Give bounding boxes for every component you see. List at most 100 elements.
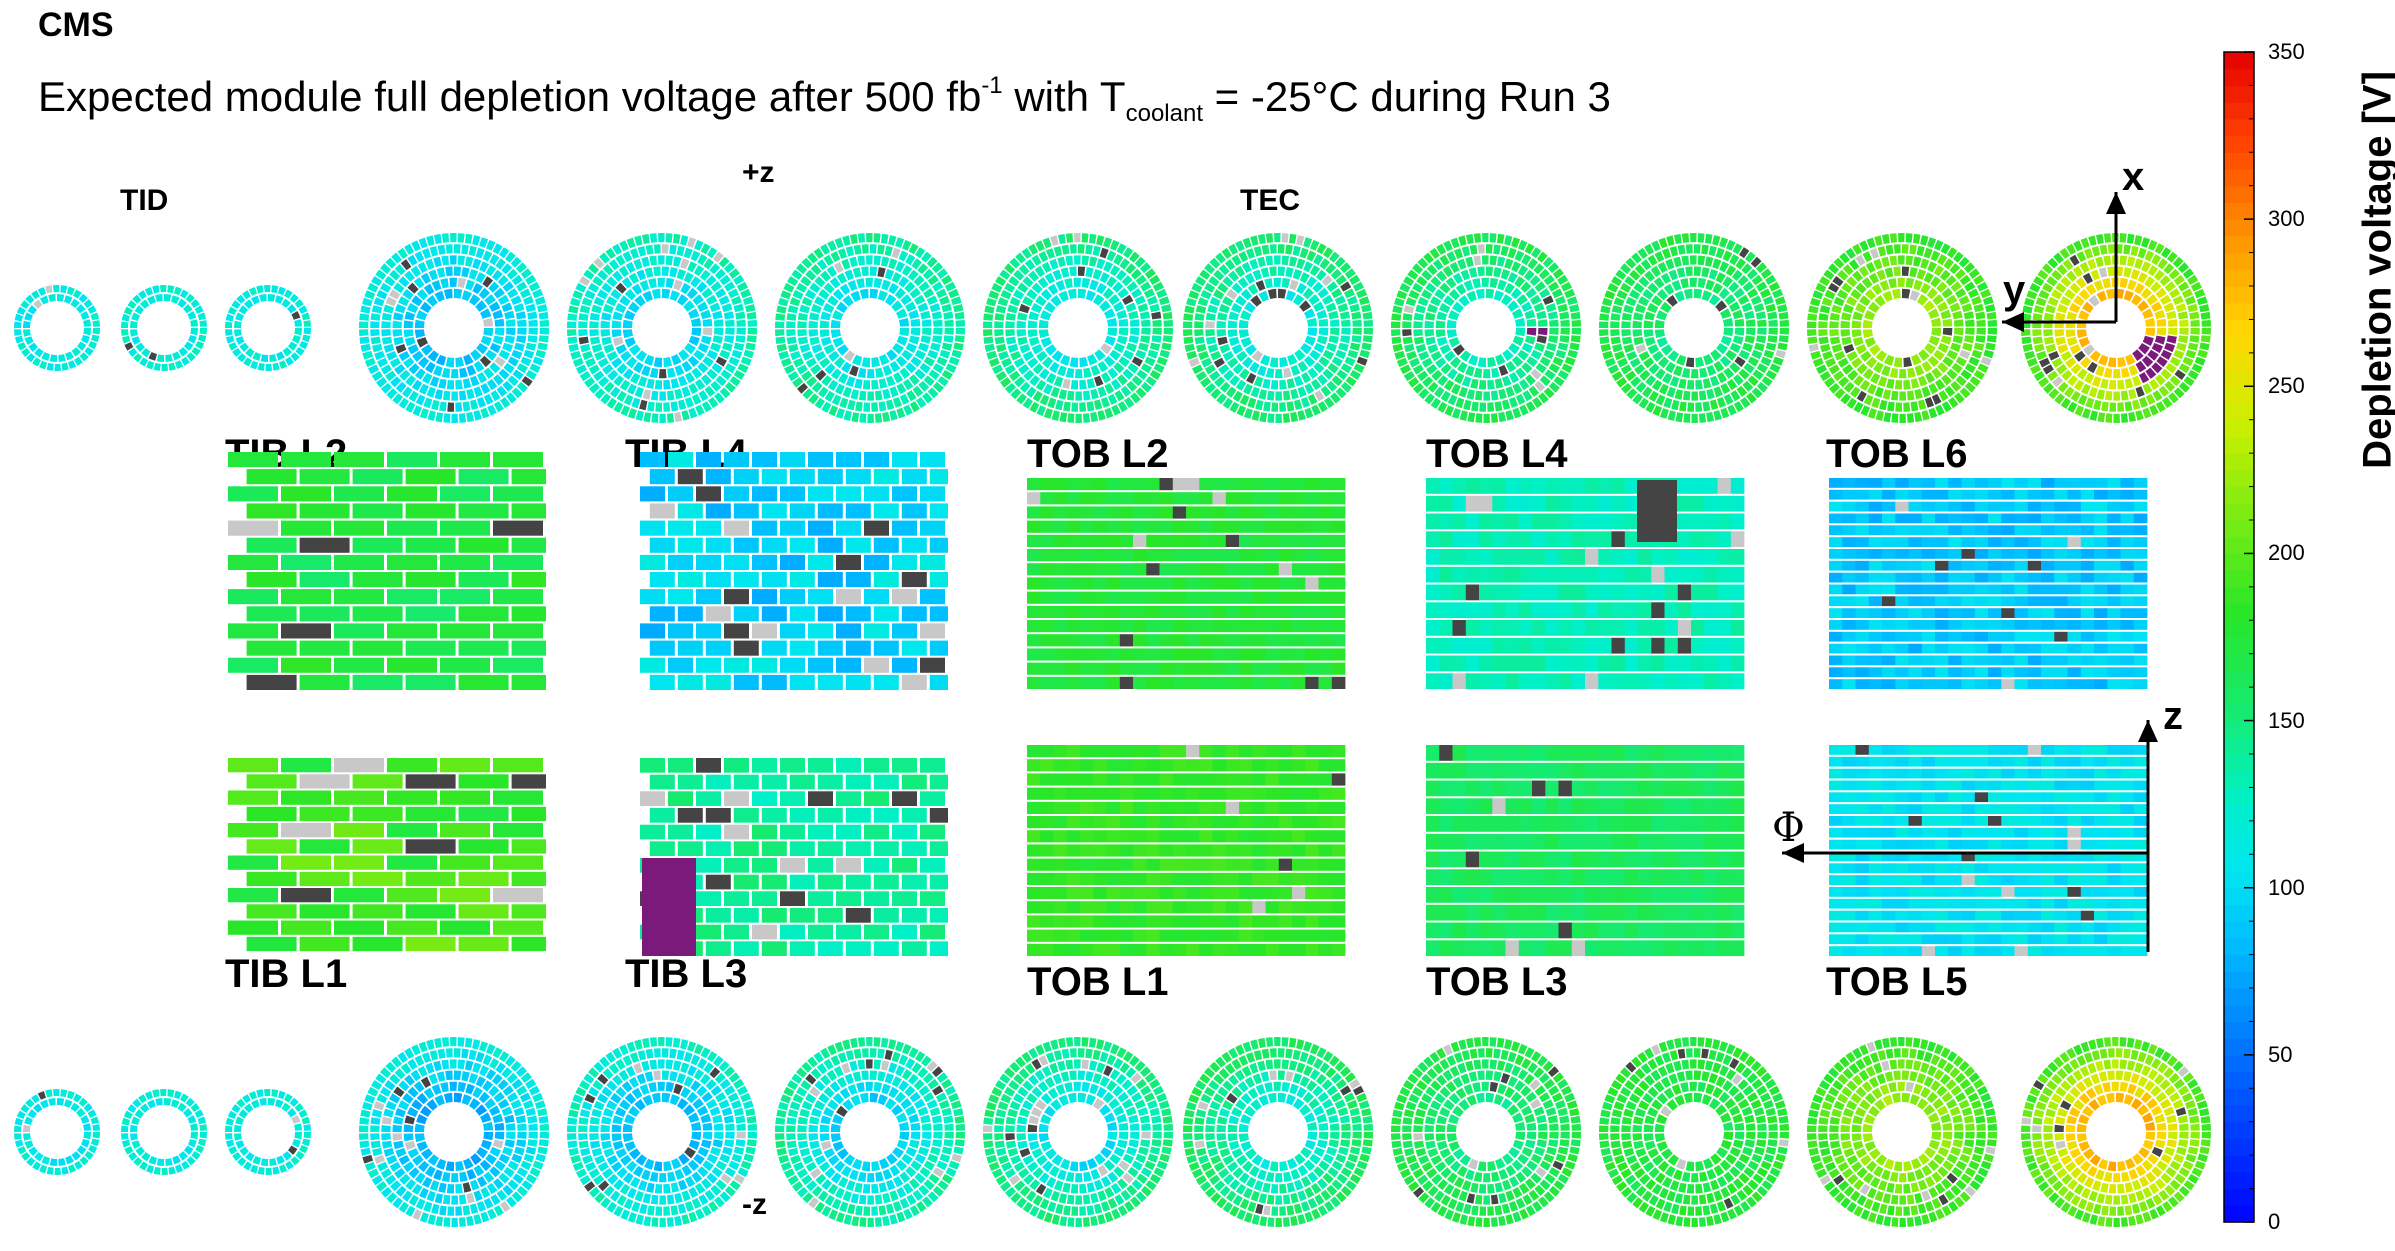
tec-disk-module [461, 290, 472, 302]
tec-disk-module [1013, 357, 1025, 368]
tec-disk-module [1302, 287, 1314, 300]
barrel-module [1066, 478, 1081, 491]
barrel-module [1053, 563, 1068, 576]
barrel-module [1133, 662, 1147, 675]
tec-disk-module [839, 283, 851, 296]
barrel-module [1961, 478, 1976, 488]
tec-disk-module [1222, 276, 1234, 288]
barrel-module [2133, 875, 2148, 885]
tec-disk-module [1258, 389, 1267, 400]
barrel-module [511, 806, 546, 822]
tec-disk-module [1546, 342, 1557, 352]
barrel-module [1829, 851, 1843, 862]
barrel-module [1505, 745, 1520, 761]
tec-disk-module [901, 265, 913, 277]
tec-disk-module [1106, 276, 1118, 288]
barrel-module [864, 791, 889, 806]
tec-disk-module [683, 247, 693, 259]
barrel-module [1186, 901, 1200, 914]
tec-disk-module [423, 397, 433, 409]
barrel-module [1855, 584, 1870, 595]
barrel-module [2067, 655, 2082, 666]
barrel-module [649, 808, 675, 823]
barrel-module [1545, 887, 1559, 903]
tec-disk-module [714, 328, 724, 336]
tec-disk-module [1253, 376, 1264, 387]
tid-disk-module [173, 1090, 182, 1100]
barrel-module [440, 920, 490, 935]
tid-disk-module [71, 1151, 81, 1161]
barrel-module [920, 520, 945, 536]
tec-disk-module [1107, 328, 1118, 337]
barrel-module [2027, 596, 2042, 607]
barrel-module [1961, 910, 1976, 921]
tec-disk-module [1392, 305, 1403, 314]
barrel-module [2133, 620, 2148, 630]
tid-disk-module [295, 1151, 305, 1160]
barrel-module [2094, 525, 2108, 536]
tec-disk-module [1042, 237, 1052, 249]
tec-disk-module [1239, 394, 1250, 406]
barrel-module [2054, 851, 2068, 862]
barrel-module [1066, 492, 1081, 505]
layer-label-tob-l5: TOB L5 [1826, 960, 1968, 1004]
barrel-module [1133, 830, 1147, 843]
barrel-module [1730, 495, 1745, 512]
tec-disk-module [1450, 356, 1462, 369]
barrel-module [789, 941, 815, 956]
tec-disk-module [399, 369, 411, 381]
tid-disk-module [27, 1109, 37, 1119]
tec-disk-module [1238, 329, 1249, 339]
tec-disk-module [1491, 367, 1500, 378]
barrel-module [808, 554, 833, 570]
tec-disk-module [793, 357, 805, 368]
barrel-module [1895, 875, 1909, 885]
barrel-module [1265, 520, 1280, 533]
barrel-module [246, 839, 297, 854]
tid-disk-module [23, 329, 31, 337]
barrel-module [1186, 915, 1200, 928]
barrel-module [1664, 584, 1679, 601]
barrel-module [1598, 851, 1612, 868]
color-scale-segment [2224, 1171, 2254, 1190]
tec-disk-module [1162, 311, 1173, 320]
tid-disk-module [236, 1098, 246, 1108]
tec-disk-module [451, 413, 458, 424]
tid-disk-module [250, 360, 259, 370]
barrel-module [668, 623, 693, 639]
barrel-module [1611, 869, 1626, 886]
tid-disk-module [79, 1156, 89, 1166]
tec-disk-module [572, 290, 584, 300]
tid-disk-module [167, 285, 175, 294]
tec-disk-module [1195, 305, 1207, 314]
barrel-module [2133, 631, 2148, 642]
tec-disk-module [667, 390, 675, 401]
barrel-module [1252, 620, 1266, 633]
barrel-module [1426, 745, 1440, 761]
barrel-module [1066, 520, 1081, 533]
barrel-module [1492, 798, 1506, 815]
tec-disk-module [929, 303, 941, 313]
tec-disk-module [1186, 297, 1197, 307]
barrel-module [1961, 537, 1976, 547]
barrel-module [1882, 934, 1896, 945]
barrel-module [1974, 875, 1989, 885]
tec-disk-module [1290, 388, 1299, 400]
barrel-module [2054, 875, 2068, 885]
barrel-module [1278, 787, 1293, 800]
tec-disk-module [994, 313, 1005, 321]
barrel-module [2014, 667, 2029, 678]
tec-disk-module [1265, 255, 1273, 266]
barrel-module [1040, 915, 1054, 928]
color-scale-segment [2224, 1071, 2254, 1089]
barrel-module [1066, 662, 1081, 675]
barrel-module [1948, 596, 1962, 607]
barrel-module [1452, 478, 1467, 494]
barrel-module [1252, 787, 1266, 800]
tid-disk-module [250, 1164, 259, 1174]
barrel-module [1948, 804, 1962, 814]
barrel-module [1611, 478, 1626, 494]
barrel-module [1730, 655, 1745, 672]
barrel-module [2027, 679, 2042, 689]
barrel-module [1053, 620, 1068, 633]
